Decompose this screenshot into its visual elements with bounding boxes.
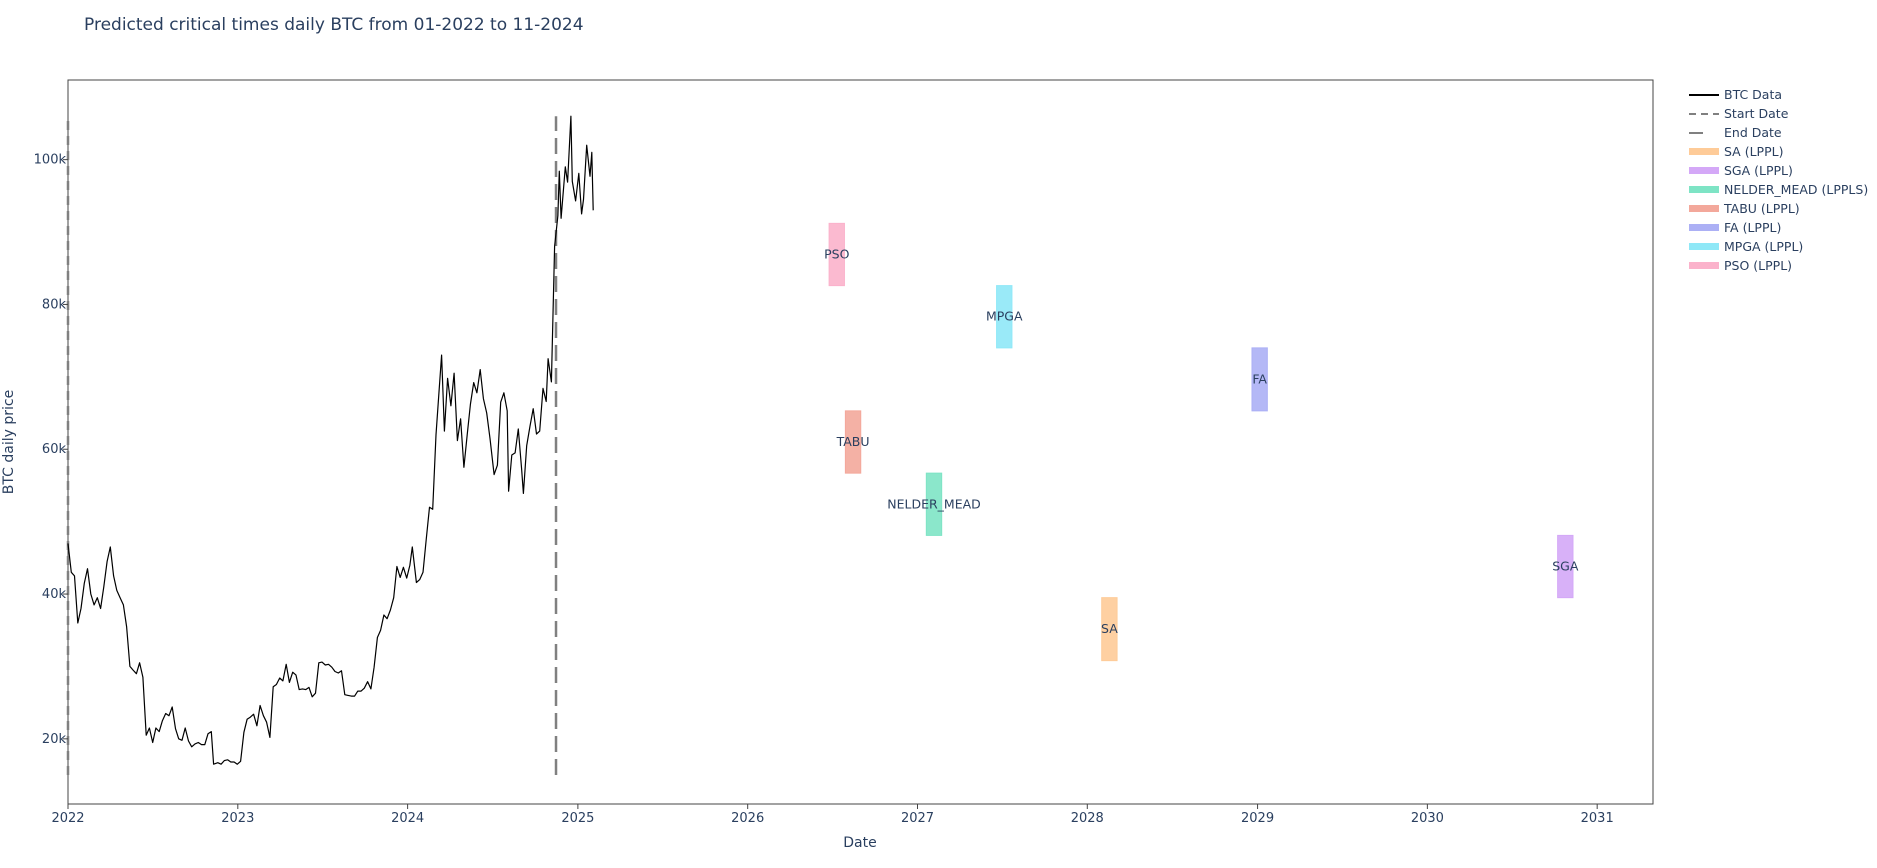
x-tick-label: 2024	[391, 811, 424, 826]
legend-color-swatch	[1689, 262, 1719, 269]
prediction-bar-pso	[828, 222, 845, 287]
x-tick-label: 2029	[1241, 811, 1274, 826]
legend-item-start-date[interactable]: Start Date	[1689, 106, 1789, 121]
y-tick-label: 20k	[42, 732, 67, 747]
legend-color-swatch	[1689, 148, 1719, 155]
legend-item-btc-data[interactable]: BTC Data	[1689, 87, 1782, 102]
x-tick-label: 2030	[1411, 811, 1444, 826]
x-tick-label: 2022	[51, 811, 84, 826]
prediction-bar-label: TABU	[836, 434, 870, 449]
legend-item-sa[interactable]: SA (LPPL)	[1689, 144, 1783, 159]
legend-label: SGA (LPPL)	[1724, 163, 1793, 178]
legend-item-pso[interactable]: PSO (LPPL)	[1689, 258, 1792, 273]
prediction-bar-label: SA	[1101, 621, 1118, 636]
plot-area: SA SGA NELDER_MEAD TABU FA MPGA PSO	[66, 115, 1579, 776]
legend-item-tabu[interactable]: TABU (LPPL)	[1689, 201, 1800, 216]
legend-label: MPGA (LPPL)	[1724, 239, 1803, 254]
legend-label: End Date	[1724, 125, 1782, 140]
legend-label: SA (LPPL)	[1724, 144, 1783, 159]
legend-label: BTC Data	[1724, 87, 1782, 102]
legend-item-sga[interactable]: SGA (LPPL)	[1689, 163, 1793, 178]
legend: BTC Data Start Date End Date SA (LPPL) SGA (…	[1689, 87, 1868, 273]
x-tick-label: 2028	[1071, 811, 1104, 826]
y-tick-label: 40k	[42, 587, 67, 602]
legend-label: TABU (LPPL)	[1723, 201, 1800, 216]
x-axis-title: Date	[843, 835, 876, 851]
legend-color-swatch	[1689, 205, 1719, 212]
y-tick-label: 60k	[42, 442, 67, 457]
x-tick-label: 2023	[221, 811, 254, 826]
x-tick-label: 2027	[901, 811, 934, 826]
legend-label: PSO (LPPL)	[1724, 258, 1792, 273]
legend-color-swatch	[1689, 167, 1719, 174]
btc-price-line	[67, 115, 594, 765]
prediction-bar-mpga	[996, 285, 1013, 349]
legend-label: Start Date	[1724, 106, 1789, 121]
x-axis: 2022 2023 2024 2025 2026 2027 2028 2029 2030 2031	[51, 804, 1614, 826]
y-tick-label: 80k	[42, 297, 67, 312]
y-axis: 20k 40k 60k 80k 100k	[34, 153, 68, 747]
legend-label: NELDER_MEAD (LPPLS)	[1724, 182, 1868, 197]
y-axis-title: BTC daily price	[1, 390, 17, 494]
prediction-bar-label: NELDER_MEAD	[887, 496, 981, 511]
legend-label: FA (LPPL)	[1724, 220, 1781, 235]
legend-item-mpga[interactable]: MPGA (LPPL)	[1689, 239, 1803, 254]
x-tick-label: 2026	[731, 811, 764, 826]
legend-item-end-date[interactable]: End Date	[1689, 125, 1782, 140]
x-tick-label: 2025	[561, 811, 594, 826]
y-tick-label: 100k	[34, 153, 67, 168]
x-tick-label: 2031	[1581, 811, 1614, 826]
legend-color-swatch	[1689, 243, 1719, 250]
prediction-bar-label: FA	[1252, 371, 1267, 386]
prediction-bar-nelder-mead	[925, 472, 943, 536]
chart-title: Predicted critical times daily BTC from …	[84, 15, 584, 35]
legend-item-nelder-mead[interactable]: NELDER_MEAD (LPPLS)	[1689, 182, 1868, 197]
legend-color-swatch	[1689, 224, 1719, 231]
prediction-bar-label: MPGA	[986, 309, 1023, 324]
legend-color-swatch	[1689, 186, 1719, 193]
prediction-bar-tabu	[844, 410, 862, 474]
prediction-bar-sa	[1101, 597, 1118, 662]
prediction-bar-label: SGA	[1552, 559, 1579, 574]
prediction-bar-label: PSO	[824, 246, 849, 261]
legend-item-fa[interactable]: FA (LPPL)	[1689, 220, 1781, 235]
prediction-bar-sga	[1557, 534, 1574, 599]
prediction-bar-fa	[1251, 347, 1268, 412]
